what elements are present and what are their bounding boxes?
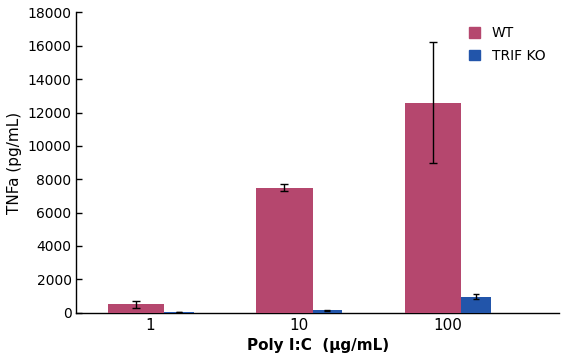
Bar <box>256 188 312 312</box>
Legend: WT, TRIF KO: WT, TRIF KO <box>462 19 552 69</box>
Y-axis label: TNFa (pg/mL): TNFa (pg/mL) <box>7 112 22 213</box>
X-axis label: Poly I:C  (μg/mL): Poly I:C (μg/mL) <box>247 338 389 353</box>
Bar <box>461 297 491 312</box>
Bar <box>312 310 342 312</box>
Bar <box>108 304 164 312</box>
Bar <box>405 103 461 312</box>
